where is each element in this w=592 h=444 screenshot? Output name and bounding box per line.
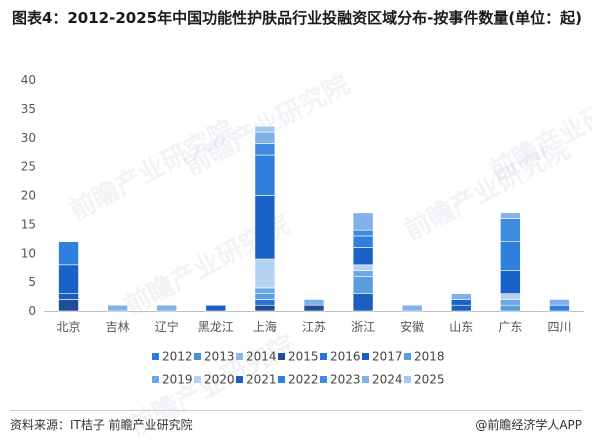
bar-segment bbox=[352, 212, 374, 231]
legend-label: 2014 bbox=[246, 350, 277, 364]
bar-segment bbox=[254, 125, 276, 133]
legend-label: 2022 bbox=[288, 373, 319, 387]
bar-segment bbox=[450, 299, 472, 306]
legend-swatch bbox=[152, 353, 159, 360]
legend-swatch bbox=[236, 376, 243, 383]
x-tick-label: 北京 bbox=[57, 320, 81, 334]
legend-swatch bbox=[236, 353, 243, 360]
bar-segment bbox=[156, 304, 178, 312]
legend-swatch bbox=[152, 376, 159, 383]
legend-label: 2019 bbox=[162, 373, 193, 387]
x-tick-label: 广东 bbox=[498, 320, 522, 334]
bar-segment bbox=[500, 241, 521, 271]
legend-label: 2024 bbox=[372, 373, 403, 387]
bar-segment bbox=[450, 293, 472, 300]
legend-label: 2018 bbox=[414, 350, 445, 364]
legend-label: 2016 bbox=[330, 350, 361, 364]
bar-segment bbox=[254, 304, 276, 312]
x-tick-label: 黑龙江 bbox=[198, 320, 234, 334]
bar-segment bbox=[500, 270, 521, 294]
x-tick-label: 吉林 bbox=[106, 320, 130, 334]
legend-swatch bbox=[320, 353, 327, 360]
bar-segment bbox=[401, 304, 423, 312]
bar-segment bbox=[450, 304, 472, 312]
bar-segment bbox=[205, 304, 227, 312]
bar-segment bbox=[254, 131, 276, 144]
x-tick-label: 江苏 bbox=[302, 320, 326, 334]
legend-label: 2013 bbox=[204, 350, 235, 364]
bar-segment bbox=[254, 143, 276, 156]
bar-segment bbox=[352, 264, 374, 271]
legend-label: 2015 bbox=[288, 350, 319, 364]
y-tick-label: 15 bbox=[21, 217, 36, 231]
y-tick-label: 30 bbox=[21, 131, 36, 145]
bar-segment bbox=[303, 304, 325, 312]
chart-title: 图表4：2012-2025年中国功能性护肤品行业投融资区域分布-按事件数量(单位… bbox=[11, 9, 583, 27]
legend-swatch bbox=[278, 353, 285, 360]
bar-segment bbox=[500, 304, 521, 312]
x-tick-label: 安徽 bbox=[400, 319, 424, 334]
bar-segment bbox=[303, 299, 325, 306]
bar-segment bbox=[500, 293, 521, 300]
x-tick-label: 上海 bbox=[253, 319, 277, 334]
legend-label: 2017 bbox=[372, 350, 403, 364]
legend-swatch bbox=[362, 353, 369, 360]
bar-segment bbox=[549, 304, 570, 312]
bar-segment bbox=[352, 247, 374, 266]
legend-label: 2020 bbox=[204, 373, 235, 387]
legend-label: 2023 bbox=[330, 373, 361, 387]
y-tick-label: 20 bbox=[21, 189, 36, 203]
y-tick-label: 10 bbox=[21, 246, 36, 260]
y-tick-label: 5 bbox=[28, 275, 36, 289]
bar-segment bbox=[352, 270, 374, 277]
brand-note: @前瞻经济学人APP bbox=[475, 418, 582, 432]
bar-segment bbox=[254, 287, 276, 294]
x-tick-label: 辽宁 bbox=[155, 319, 179, 334]
bar-segment bbox=[352, 276, 374, 294]
legend-swatch bbox=[404, 376, 411, 383]
bar-segment bbox=[549, 299, 570, 306]
bar-segment bbox=[107, 304, 128, 312]
bar-segment bbox=[500, 212, 521, 219]
bar-segment bbox=[58, 293, 79, 300]
legend-label: 2021 bbox=[246, 373, 277, 387]
bar-segment bbox=[352, 229, 374, 237]
x-tick-label: 山东 bbox=[449, 320, 473, 334]
bar-segment bbox=[58, 241, 79, 266]
legend-swatch bbox=[404, 353, 411, 360]
bar-segment bbox=[254, 154, 276, 196]
footer-divider bbox=[10, 410, 582, 411]
bar-segment bbox=[58, 299, 79, 312]
x-tick-label: 浙江 bbox=[351, 320, 375, 334]
y-tick-label: 35 bbox=[21, 102, 36, 116]
source-note: 资料来源：IT桔子 前瞻产业研究院 bbox=[10, 418, 193, 432]
bar-segment bbox=[254, 293, 276, 300]
y-tick-label: 0 bbox=[28, 304, 36, 318]
legend-swatch bbox=[320, 376, 327, 383]
bar-segment bbox=[500, 218, 521, 243]
legend-swatch bbox=[194, 376, 201, 383]
bar-segment bbox=[254, 258, 276, 289]
y-tick-label: 25 bbox=[21, 160, 36, 174]
legend-swatch bbox=[194, 353, 201, 360]
bar-segment bbox=[352, 293, 374, 312]
bar-segment bbox=[58, 264, 79, 294]
legend-label: 2025 bbox=[414, 373, 445, 387]
x-tick-label: 四川 bbox=[547, 320, 571, 334]
y-tick-label: 40 bbox=[21, 73, 36, 87]
legend-swatch bbox=[278, 376, 285, 383]
bar-segment bbox=[352, 235, 374, 248]
bar-segment bbox=[500, 299, 521, 306]
legend-label: 2012 bbox=[162, 350, 193, 364]
bar-segment bbox=[254, 299, 276, 306]
bar-segment bbox=[254, 195, 276, 260]
legend-swatch bbox=[362, 376, 369, 383]
